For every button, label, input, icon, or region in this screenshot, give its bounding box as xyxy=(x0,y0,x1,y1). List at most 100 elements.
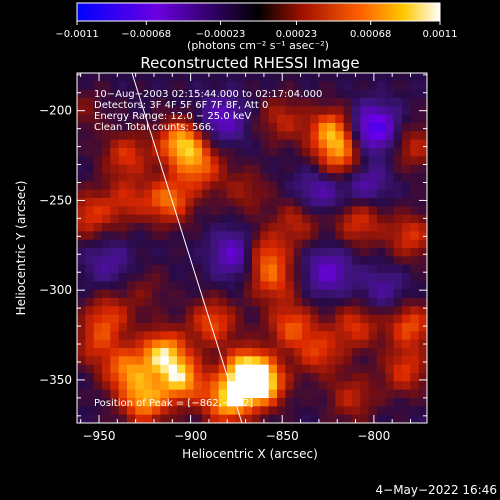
heatmap-cell xyxy=(327,231,336,241)
heatmap-cell xyxy=(110,273,120,282)
heatmap-cell xyxy=(168,223,178,232)
heatmap-cell xyxy=(368,148,378,157)
heatmap-cell xyxy=(185,156,195,166)
heatmap-cell xyxy=(202,206,211,216)
heatmap-cell xyxy=(118,348,128,357)
heatmap-cell xyxy=(293,348,303,357)
heatmap-cell xyxy=(202,181,211,191)
heatmap-cell xyxy=(293,256,303,266)
heatmap-cell xyxy=(360,181,370,191)
heatmap-cell xyxy=(318,248,328,257)
heatmap-cell xyxy=(135,289,145,299)
heatmap-cell xyxy=(335,273,345,282)
heatmap-cell xyxy=(227,248,236,257)
heatmap-cell xyxy=(393,356,403,366)
heatmap-cell xyxy=(218,114,228,124)
heatmap-cell xyxy=(277,389,286,399)
heatmap-cell xyxy=(352,81,361,91)
heatmap-cell xyxy=(260,98,270,107)
heatmap-cell xyxy=(243,189,253,199)
heatmap-cell xyxy=(285,306,295,316)
heatmap-cell xyxy=(310,223,320,232)
heatmap-cell xyxy=(393,414,403,423)
heatmap-cell xyxy=(377,373,386,382)
heatmap-cell xyxy=(285,356,295,366)
heatmap-cell xyxy=(102,306,111,316)
heatmap-cell xyxy=(235,123,245,132)
heatmap-cell xyxy=(202,231,211,241)
heatmap-cell xyxy=(343,306,353,316)
heatmap-cell xyxy=(193,256,203,266)
heatmap-cell xyxy=(235,314,245,324)
heatmap-cell xyxy=(143,239,153,249)
heatmap-cell xyxy=(360,314,370,324)
heatmap-cell xyxy=(285,273,295,282)
heatmap-cell xyxy=(418,248,427,257)
heatmap-cell xyxy=(268,98,278,107)
heatmap-cell xyxy=(93,98,103,107)
heatmap-cell xyxy=(118,131,128,141)
heatmap-cell xyxy=(385,348,395,357)
heatmap-cell xyxy=(285,381,295,391)
heatmap-cell xyxy=(77,181,86,191)
heatmap-cell xyxy=(368,89,378,99)
heatmap-cell xyxy=(152,98,161,107)
heatmap-cell xyxy=(102,214,111,224)
heatmap-cell xyxy=(93,414,103,423)
heatmap-cell xyxy=(293,139,303,149)
heatmap-cell xyxy=(177,398,186,407)
heatmap-cell xyxy=(385,198,395,207)
heatmap-cell xyxy=(368,164,378,174)
heatmap-cell xyxy=(252,389,261,399)
heatmap-cell xyxy=(410,348,420,357)
heatmap-cell xyxy=(110,264,120,274)
heatmap-cell xyxy=(285,348,295,357)
heatmap-cell xyxy=(393,73,403,82)
heatmap-cell xyxy=(393,156,403,166)
heatmap-cell xyxy=(252,381,261,391)
heatmap-cell xyxy=(377,381,386,391)
heatmap-cell xyxy=(377,164,386,174)
heatmap-cell xyxy=(327,164,336,174)
heatmap-cell xyxy=(402,114,411,124)
heatmap-cell xyxy=(127,348,136,357)
heatmap-cell xyxy=(93,139,103,149)
heatmap-cell xyxy=(318,223,328,232)
heatmap-cell xyxy=(177,331,186,341)
heatmap-cell xyxy=(260,406,270,416)
heatmap-cell xyxy=(285,131,295,141)
heatmap-cell xyxy=(252,273,261,282)
heatmap-cell xyxy=(310,206,320,216)
heatmap-cell xyxy=(252,189,261,199)
heatmap-cell xyxy=(177,381,186,391)
heatmap-cell xyxy=(102,223,111,232)
heatmap-cell xyxy=(202,73,211,82)
heatmap-cell xyxy=(127,339,136,349)
heatmap-cell xyxy=(227,298,236,307)
heatmap-cell xyxy=(85,298,95,307)
heatmap-cell xyxy=(193,323,203,332)
heatmap-cell xyxy=(302,156,311,166)
heatmap-cell xyxy=(218,398,228,407)
heatmap-cell xyxy=(118,198,128,207)
heatmap-cell xyxy=(318,156,328,166)
heatmap-cell xyxy=(268,373,278,382)
heatmap-cell xyxy=(235,248,245,257)
heatmap-cell xyxy=(177,373,186,382)
heatmap-cell xyxy=(418,73,427,82)
heatmap-cell xyxy=(335,81,345,91)
heatmap-cell xyxy=(168,239,178,249)
heatmap-cell xyxy=(127,223,136,232)
heatmap-cell xyxy=(227,281,236,291)
heatmap-cell xyxy=(185,106,195,116)
heatmap-cell xyxy=(302,98,311,107)
heatmap-cell xyxy=(335,189,345,199)
heatmap-cell xyxy=(110,181,120,191)
heatmap-cell xyxy=(343,148,353,157)
heatmap-cell xyxy=(418,231,427,241)
heatmap-cell xyxy=(360,106,370,116)
heatmap-cell xyxy=(402,139,411,149)
heatmap-cell xyxy=(368,273,378,282)
heatmap-cell xyxy=(277,331,286,341)
heatmap-cell xyxy=(218,181,228,191)
